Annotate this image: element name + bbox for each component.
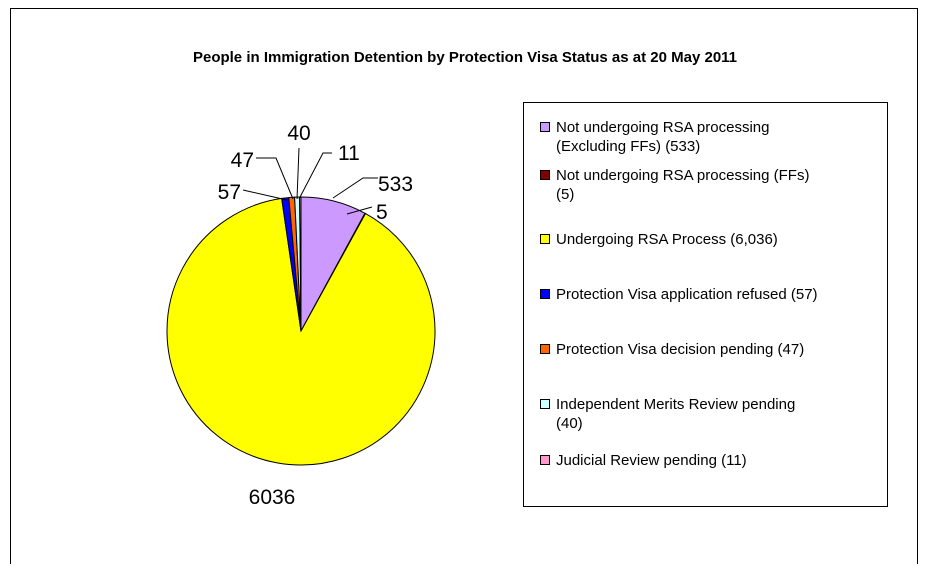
legend-label: (40) [556,415,583,432]
legend-label: (5) [556,186,575,203]
legend-swatch [540,170,550,180]
legend-label: Judicial Review pending (11) [556,452,747,469]
legend-swatch [540,344,550,354]
legend-swatch [540,455,550,465]
leader-line [242,189,288,201]
leader-line [298,152,332,200]
slice-data-label: 11 [338,142,360,165]
legend-item: Protection Visa decision pending (47) [540,340,880,359]
slice-data-label: 6036 [249,486,296,509]
slice-data-label: 47 [231,149,254,172]
legend-item: Judicial Review pending (11) [540,451,880,470]
slice-data-label: 533 [378,173,413,196]
legend-item: Not undergoing RSA processing (Excluding … [540,118,880,156]
chart-legend: Not undergoing RSA processing (Excluding … [523,102,888,507]
leader-line [256,157,294,200]
legend-label: Undergoing RSA Process (6,036) [556,231,778,248]
legend-swatch [540,289,550,299]
slice-data-label: 40 [287,122,310,145]
slice-data-label: 57 [218,181,241,204]
legend-swatch [540,399,550,409]
legend-item: Independent Merits Review pending (40) [540,395,880,433]
legend-swatch [540,234,550,244]
pie-slice [166,197,436,466]
legend-label: Not undergoing RSA processing [556,119,770,136]
leader-line [346,206,373,215]
chart-title: People in Immigration Detention by Prote… [192,49,738,66]
legend-item: Protection Visa application refused (57) [540,285,880,304]
legend-label: Protection Visa application refused (57) [556,286,818,303]
leader-line [332,177,378,199]
slice-data-label: 5 [376,201,388,224]
legend-label: Independent Merits Review pending [556,396,796,413]
leader-line [296,147,300,200]
legend-label: Protection Visa decision pending (47) [556,341,805,358]
legend-label: Not undergoing RSA processing (FFs) [556,167,810,184]
chart-frame [10,8,918,564]
legend-swatch [540,122,550,132]
legend-label: (Excluding FFs) (533) [556,138,701,155]
legend-item: Not undergoing RSA processing (FFs) (5) [540,166,880,204]
legend-item: Undergoing RSA Process (6,036) [540,230,880,249]
